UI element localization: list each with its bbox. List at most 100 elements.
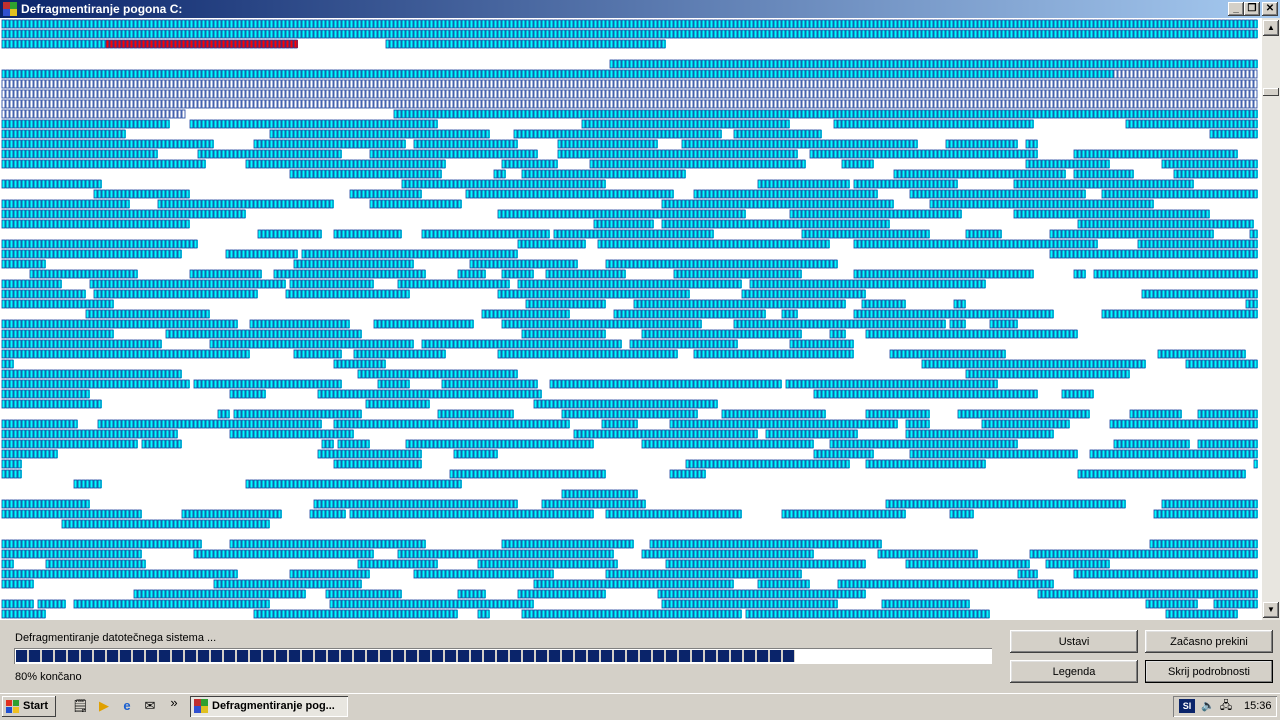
cluster-cell	[353, 19, 358, 29]
cluster-cell	[533, 19, 538, 29]
cluster-cell	[413, 19, 418, 29]
cluster-cell	[33, 29, 38, 39]
cluster-cell	[381, 19, 386, 29]
cluster-cell	[1113, 19, 1118, 29]
cluster-cell	[73, 29, 78, 39]
cluster-cell	[889, 19, 894, 29]
contiguous-block	[1074, 150, 1238, 158]
cluster-cell	[53, 19, 58, 29]
cluster-cell	[817, 19, 822, 29]
cluster-cell	[1149, 19, 1154, 29]
cluster-cell	[1117, 19, 1122, 29]
cluster-cell	[105, 19, 110, 29]
cluster-cell	[1017, 19, 1022, 29]
cluster-cell	[329, 19, 334, 29]
cluster-cell	[841, 19, 846, 29]
cluster-cell	[1153, 19, 1158, 29]
cluster-cell	[197, 29, 202, 39]
cluster-cell	[101, 19, 106, 29]
cluster-cell	[161, 19, 166, 29]
cluster-cell	[1085, 19, 1090, 29]
cluster-cell	[925, 19, 930, 29]
cluster-cell	[657, 19, 662, 29]
cluster-cell	[361, 19, 366, 29]
cluster-cell	[137, 19, 142, 29]
cluster-cell	[105, 29, 110, 39]
cluster-cell	[505, 19, 510, 29]
cluster-cell	[337, 19, 342, 29]
cluster-cell	[561, 19, 566, 29]
contiguous-block	[1102, 190, 1258, 198]
contiguous-block	[1026, 140, 1038, 148]
cluster-cell	[661, 19, 666, 29]
cluster-cell	[189, 29, 194, 39]
cluster-cell	[201, 29, 206, 39]
cluster-cell	[465, 29, 470, 39]
cluster-cell	[177, 19, 182, 29]
cluster-cell	[493, 19, 498, 29]
cluster-cell	[545, 19, 550, 29]
cluster-cell	[173, 29, 178, 39]
cluster-cell	[13, 19, 18, 29]
contiguous-block	[1014, 210, 1210, 218]
cluster-cell	[1001, 19, 1006, 29]
cluster-cell	[53, 29, 58, 39]
cluster-cell	[233, 19, 238, 29]
cluster-cell	[489, 19, 494, 29]
cluster-cell	[221, 29, 226, 39]
cluster-cell	[569, 19, 574, 29]
cluster-cell	[149, 19, 154, 29]
cluster-cell	[313, 19, 318, 29]
cluster-cell	[237, 19, 242, 29]
cluster-cell	[425, 19, 430, 29]
cluster-cell	[73, 19, 78, 29]
cluster-cell	[825, 19, 830, 29]
cluster-cell	[457, 19, 462, 29]
cluster-cell	[157, 19, 162, 29]
cluster-cell	[341, 19, 346, 29]
cluster-cell	[717, 19, 722, 29]
cluster-cell	[705, 19, 710, 29]
cluster-cell	[585, 19, 590, 29]
cluster-cell	[641, 19, 646, 29]
cluster-cell	[1081, 19, 1086, 29]
cluster-cell	[509, 19, 514, 29]
cluster-cell	[857, 19, 862, 29]
cluster-cell	[209, 29, 214, 39]
cluster-cell	[933, 19, 938, 29]
cluster-cell	[49, 29, 54, 39]
cluster-cell	[965, 19, 970, 29]
cluster-cell	[357, 29, 362, 39]
cluster-cell	[45, 19, 50, 29]
cluster-cell	[881, 19, 886, 29]
cluster-cell	[365, 19, 370, 29]
cluster-cell	[521, 29, 526, 39]
cluster-cell	[57, 19, 62, 29]
cluster-cell	[245, 19, 250, 29]
cluster-cell	[41, 29, 46, 39]
cluster-cell	[985, 19, 990, 29]
cluster-cell	[93, 29, 98, 39]
cluster-cell	[1, 19, 6, 29]
cluster-cell	[217, 19, 222, 29]
cluster-cell	[1161, 19, 1166, 29]
cluster-cell	[93, 19, 98, 29]
cluster-cell	[513, 29, 518, 39]
cluster-cell	[277, 19, 282, 29]
close-button[interactable]: ✕	[1262, 2, 1278, 16]
cluster-cell	[1129, 19, 1134, 29]
title-bar: Defragmentiranje pogona C: _ ❐ ✕	[0, 0, 1280, 18]
restore-button[interactable]: ❐	[1244, 2, 1260, 16]
cluster-cell	[101, 29, 106, 39]
minimize-button[interactable]: _	[1228, 2, 1244, 16]
cluster-cell	[601, 19, 606, 29]
cluster-cell	[249, 29, 254, 39]
cluster-cell	[1157, 19, 1162, 29]
cluster-cell	[1245, 19, 1250, 29]
cluster-cell	[117, 29, 122, 39]
cluster-cell	[409, 19, 414, 29]
cluster-cell	[445, 29, 450, 39]
cluster-map[interactable]	[0, 18, 1262, 620]
cluster-cell	[861, 19, 866, 29]
cluster-map-canvas	[1, 19, 1258, 619]
